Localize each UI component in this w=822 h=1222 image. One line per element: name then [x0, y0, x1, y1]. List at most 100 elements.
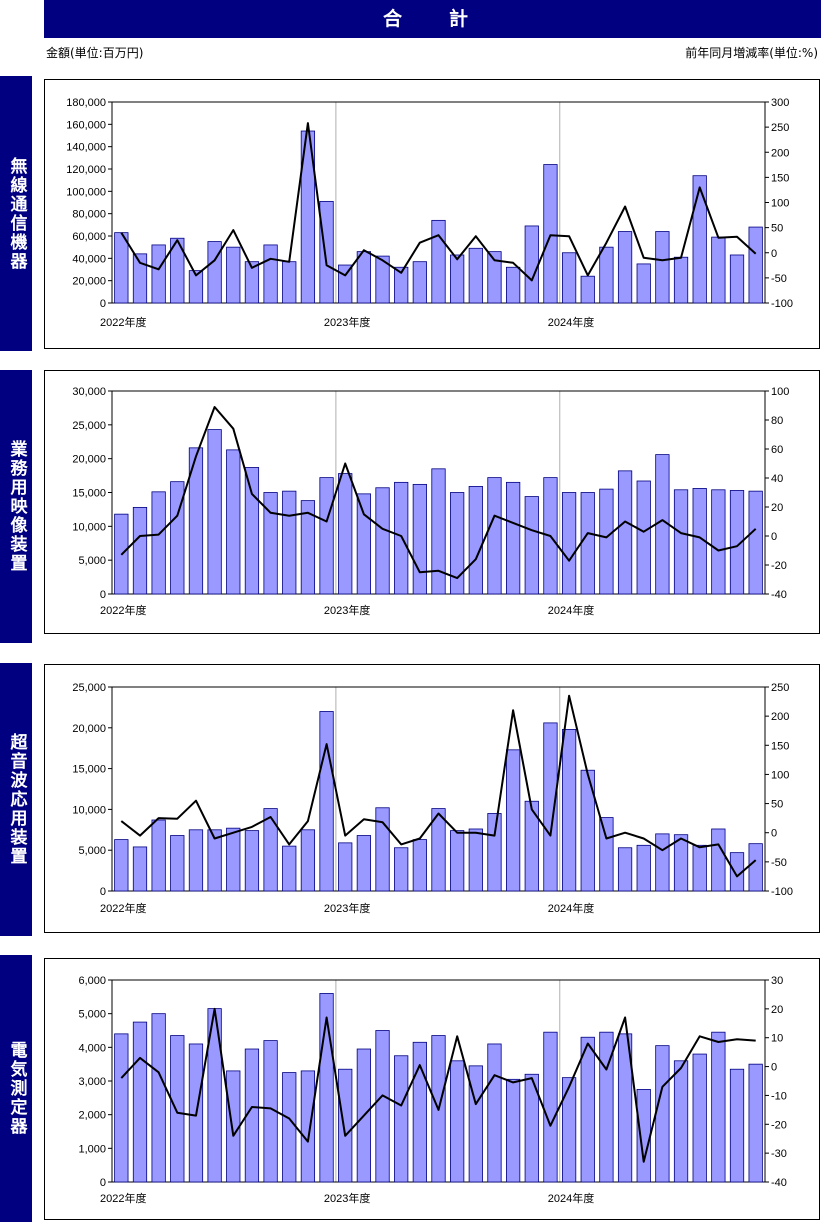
- bar: [282, 490, 297, 595]
- bar: [356, 835, 371, 892]
- bar: [375, 487, 390, 595]
- bar: [711, 236, 726, 304]
- bar: [375, 255, 390, 304]
- side-label-ultrasonic: 超音波応用装置: [0, 663, 32, 936]
- y-tick-label: 3,000: [78, 1076, 106, 1088]
- bar: [207, 241, 222, 304]
- bar: [338, 264, 353, 304]
- y2-tick-label: 0: [771, 531, 777, 543]
- chart-panel-video: 0 5,000 10,000 15,000 20,000 25,000 30,000 -40 -…: [44, 370, 820, 634]
- bar: [114, 1033, 129, 1183]
- bar: [319, 200, 334, 304]
- bar: [338, 1068, 353, 1183]
- bar: [132, 1021, 148, 1183]
- y-tick-label: 80,000: [72, 209, 106, 221]
- bar: [561, 1077, 577, 1183]
- bar: [673, 1060, 689, 1183]
- bar: [543, 164, 558, 304]
- y2-tick-label: 300: [771, 97, 789, 109]
- y2-tick-label: 250: [771, 682, 789, 694]
- bar: [711, 828, 726, 892]
- y2-tick-label: 0: [771, 1062, 777, 1074]
- bar: [114, 232, 129, 304]
- bar: [748, 490, 763, 595]
- bar: [431, 808, 446, 892]
- bar: [319, 711, 334, 892]
- bar: [151, 491, 166, 595]
- y2-tick-label: 10: [771, 1033, 783, 1045]
- bar: [170, 1035, 185, 1183]
- bar: [524, 496, 539, 595]
- side-label-text: 無線通信機器: [6, 156, 27, 271]
- bar: [188, 270, 204, 304]
- bar: [673, 489, 689, 595]
- bar: [114, 839, 129, 892]
- bar: [543, 722, 558, 892]
- y2-tick-label: -30: [771, 1148, 787, 1160]
- x-axis-label: 2023年度: [324, 901, 370, 915]
- y2-tick-label: -100: [771, 298, 793, 310]
- y2-tick-label: 250: [771, 122, 789, 134]
- bar: [300, 829, 316, 892]
- bar: [692, 844, 707, 892]
- bar: [226, 827, 241, 892]
- bar: [207, 429, 222, 595]
- y2-tick-label: 100: [771, 198, 789, 210]
- bar: [729, 1068, 745, 1183]
- y2-tick-label: 20: [771, 502, 783, 514]
- bar: [170, 237, 185, 304]
- bar: [468, 247, 483, 304]
- y2-tick-label: -50: [771, 273, 787, 285]
- bar: [282, 845, 297, 892]
- bar: [617, 470, 633, 595]
- bar: [244, 830, 260, 892]
- y2-tick-label: -40: [771, 1177, 787, 1189]
- y-tick-label: 25,000: [72, 682, 106, 694]
- yoy-growth-line: [120, 1007, 756, 1163]
- bar: [748, 1063, 763, 1183]
- bar: [543, 1031, 558, 1183]
- y2-tick-label: 200: [771, 147, 789, 159]
- x-axis-label: 2022年度: [100, 315, 146, 329]
- bar: [207, 829, 222, 892]
- page-title: 合 計: [44, 0, 821, 38]
- y-tick-label: 180,000: [66, 97, 106, 109]
- y2-tick-label: 40: [771, 473, 783, 485]
- chart-wireless: 0 20,000 40,000 60,000 80,000 100,000 120,000 1…: [66, 97, 793, 329]
- bar: [506, 749, 521, 892]
- y-tick-label: 5,000: [78, 845, 106, 857]
- bar: [282, 1072, 297, 1183]
- y2-tick-label: -50: [771, 857, 787, 869]
- bar: [450, 830, 465, 892]
- y2-tick-label: 30: [771, 975, 783, 987]
- y2-tick-label: 0: [771, 248, 777, 260]
- bar: [673, 834, 689, 892]
- bar: [132, 253, 148, 304]
- bar: [729, 490, 745, 595]
- y-tick-label: 4,000: [78, 1042, 106, 1054]
- y-tick-label: 0: [100, 1177, 106, 1189]
- bar: [487, 813, 502, 892]
- bar: [711, 489, 726, 595]
- x-axis-label: 2022年度: [100, 603, 146, 617]
- y2-tick-label: -20: [771, 1119, 787, 1131]
- y2-tick-label: 60: [771, 444, 783, 456]
- y-tick-label: 160,000: [66, 119, 106, 131]
- bar: [412, 261, 427, 304]
- y2-tick-label: -20: [771, 560, 787, 572]
- bar: [263, 808, 278, 892]
- y-tick-label: 20,000: [72, 276, 106, 288]
- bar: [375, 1030, 390, 1183]
- unit-label-left: 金額(単位:百万円): [46, 46, 144, 60]
- bar: [636, 263, 651, 304]
- bar: [412, 1041, 427, 1183]
- x-axis-label: 2022年度: [100, 901, 146, 915]
- y2-tick-label: 100: [771, 386, 789, 398]
- y-tick-label: 140,000: [66, 142, 106, 154]
- x-axis-label: 2024年度: [548, 603, 594, 617]
- bar: [580, 492, 595, 595]
- bar: [151, 1013, 166, 1183]
- chart-video: 0 5,000 10,000 15,000 20,000 25,000 30,000 -40 -…: [72, 386, 789, 617]
- bar: [655, 833, 670, 892]
- y-tick-label: 0: [100, 886, 106, 898]
